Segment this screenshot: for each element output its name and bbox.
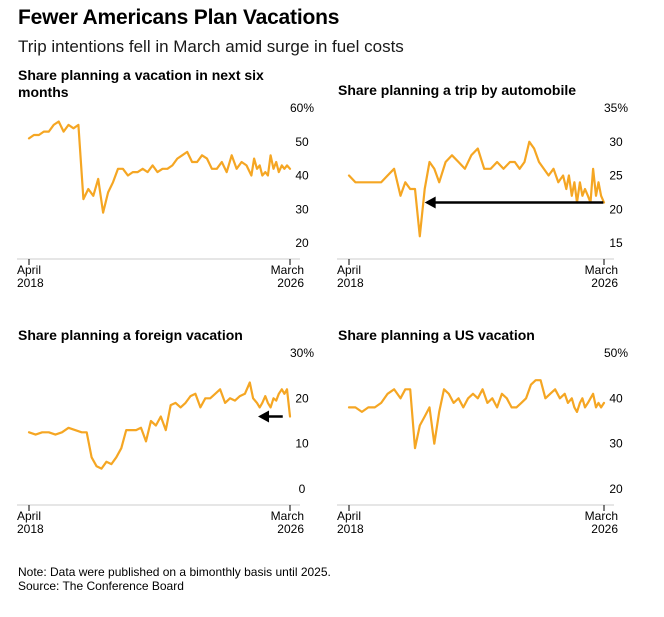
chart-2-title: Share planning a trip by automobile — [338, 82, 577, 98]
chart-1-series-line — [27, 120, 292, 214]
chart-2-ytick-label: 15 — [609, 236, 623, 250]
chart-3-x-label-end: 2026 — [277, 522, 304, 536]
chart-4-x-label-start: April — [337, 509, 361, 523]
chart-4-ytick-label: 50% — [604, 346, 628, 360]
chart-1-ytick-label: 40 — [295, 169, 309, 183]
chart-3-title: Share planning a foreign vacation — [18, 327, 243, 343]
chart-2-ytick-label: 20 — [609, 202, 623, 216]
chart-2-ytick-label: 25 — [609, 169, 623, 183]
chart-1-ytick-label: 20 — [295, 236, 309, 250]
chart-2-series-line — [347, 140, 606, 238]
chart-3-series-line — [27, 381, 292, 470]
footer-note: Note: Data were published on a bimonthly… — [18, 565, 331, 579]
chart-1-ytick-label: 50 — [295, 135, 309, 149]
chart-3-ytick-label: 10 — [295, 437, 309, 451]
chart-2-x-label-end: 2026 — [591, 276, 618, 290]
chart-3-ytick-label: 20 — [295, 391, 309, 405]
footer-source: Source: The Conference Board — [18, 579, 184, 593]
chart-3-x-label-start: 2018 — [17, 522, 44, 536]
chart-3-ytick-label: 0 — [299, 482, 306, 496]
chart-2-ytick-label: 35% — [604, 101, 628, 115]
chart-1-x-label-start: April — [17, 263, 41, 277]
chart-3-arrow-head — [258, 410, 270, 423]
chart-4-x-label-end: March — [585, 509, 618, 523]
page-subtitle: Trip intentions fell in March amid surge… — [18, 37, 404, 56]
chart-2-x-label-start: April — [337, 263, 361, 277]
chart-2-x-label-end: March — [585, 263, 618, 277]
chart-1-x-label-start: 2018 — [17, 276, 44, 290]
chart-4-x-label-start: 2018 — [337, 522, 364, 536]
chart-4-title: Share planning a US vacation — [338, 327, 535, 343]
chart-2-ytick-label: 30 — [609, 135, 623, 149]
page-title: Fewer Americans Plan Vacations — [18, 6, 340, 29]
chart-4-x-label-end: 2026 — [591, 522, 618, 536]
chart-1-x-label-end: 2026 — [277, 276, 304, 290]
chart-4-ytick-label: 40 — [609, 391, 623, 405]
chart-1-ytick-label: 30 — [295, 202, 309, 216]
chart-1-x-label-end: March — [271, 263, 304, 277]
chart-3-x-label-start: April — [17, 509, 41, 523]
chart-3-x-label-end: March — [271, 509, 304, 523]
chart-1-title: Share planning a vacation in next six mo… — [18, 67, 264, 100]
chart-2-x-label-start: 2018 — [337, 276, 364, 290]
chart-1-ytick-label: 60% — [290, 101, 314, 115]
chart-2-arrow-head — [424, 196, 436, 209]
chart-4-series-line — [347, 379, 606, 450]
chart-4-ytick-label: 20 — [609, 482, 623, 496]
chart-4-ytick-label: 30 — [609, 437, 623, 451]
chart-3-ytick-label: 30% — [290, 346, 314, 360]
